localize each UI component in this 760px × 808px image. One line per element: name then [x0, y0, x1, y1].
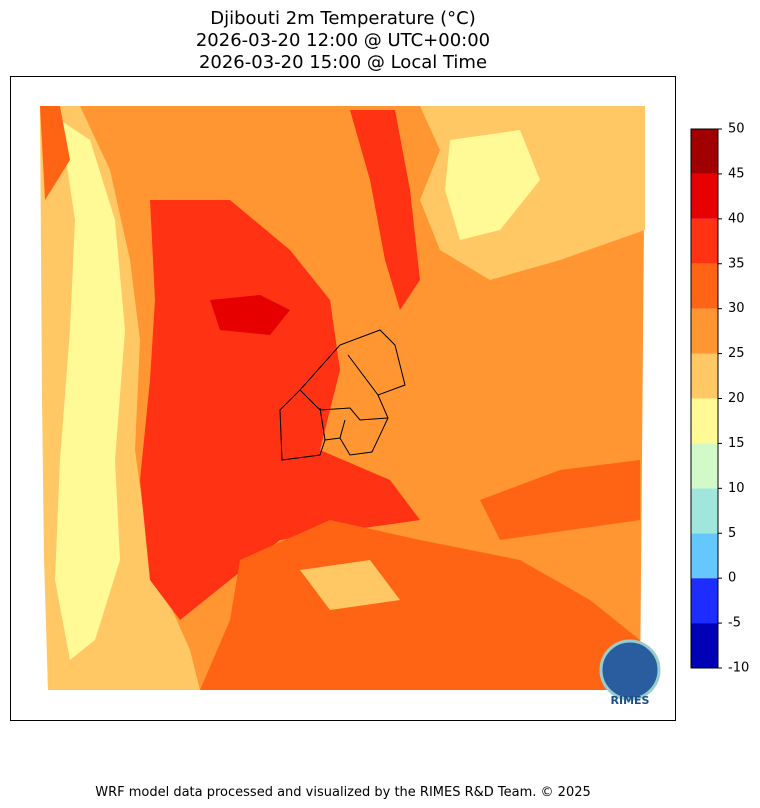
footer: WRF model data processed and visualized …	[95, 785, 591, 800]
colorbar-tick-label: 25	[728, 346, 745, 361]
colorbar-segment	[691, 308, 718, 354]
colorbar-segment	[691, 218, 718, 264]
hottest-zone	[210, 295, 290, 335]
title-line: 2026-03-20 12:00 @ UTC+00:00	[196, 30, 490, 51]
colorbar-segment	[691, 129, 718, 174]
colorbar-tick-label: 30	[728, 301, 745, 316]
colorbar-tick-label: 40	[728, 211, 745, 226]
colorbar-segment	[691, 173, 718, 219]
colorbar-tick-label: 20	[728, 391, 745, 406]
hotter-zone	[200, 520, 640, 690]
title-line: 2026-03-20 15:00 @ Local Time	[199, 52, 487, 73]
hotter-zone	[40, 106, 70, 200]
hotter-zone	[480, 460, 640, 540]
colorbar-segment	[691, 398, 718, 444]
country-border	[279, 329, 406, 461]
logo-text: RIMES	[611, 694, 650, 707]
colorbar-segment	[691, 533, 718, 579]
warm-zone	[300, 560, 400, 610]
colorbar-tick-label: -10	[728, 661, 749, 676]
colorbar-segment	[691, 623, 718, 668]
map: RIMES	[40, 106, 661, 707]
colorbar-tick-label: 10	[728, 481, 745, 496]
colorbar-segment	[691, 488, 718, 534]
mild-zone	[445, 130, 540, 240]
colorbar-tick-label: 50	[728, 122, 745, 137]
mild-zone	[55, 120, 125, 660]
title-line: Djibouti 2m Temperature (°C)	[210, 8, 476, 29]
colorbar-segment	[691, 578, 718, 624]
colorbar-tick-label: 35	[728, 256, 745, 271]
logo-emblem	[599, 639, 661, 701]
colorbar-tick-label: 15	[728, 436, 745, 451]
colorbar: -10 -5 0 5 10 15 20 25 30 35 40 45 50	[690, 122, 749, 676]
colorbar-segment	[691, 353, 718, 399]
colorbar-tick-label: -5	[728, 616, 741, 631]
region-border	[299, 354, 389, 441]
colorbar-tick-label: 45	[728, 166, 745, 181]
colorbar-tick-label: 5	[728, 526, 736, 541]
hot-zone	[350, 110, 420, 310]
colorbar-segment	[691, 263, 718, 309]
colorbar-tick-label: 0	[728, 571, 736, 586]
map-frame	[10, 76, 676, 721]
colorbar-segment	[691, 443, 718, 489]
